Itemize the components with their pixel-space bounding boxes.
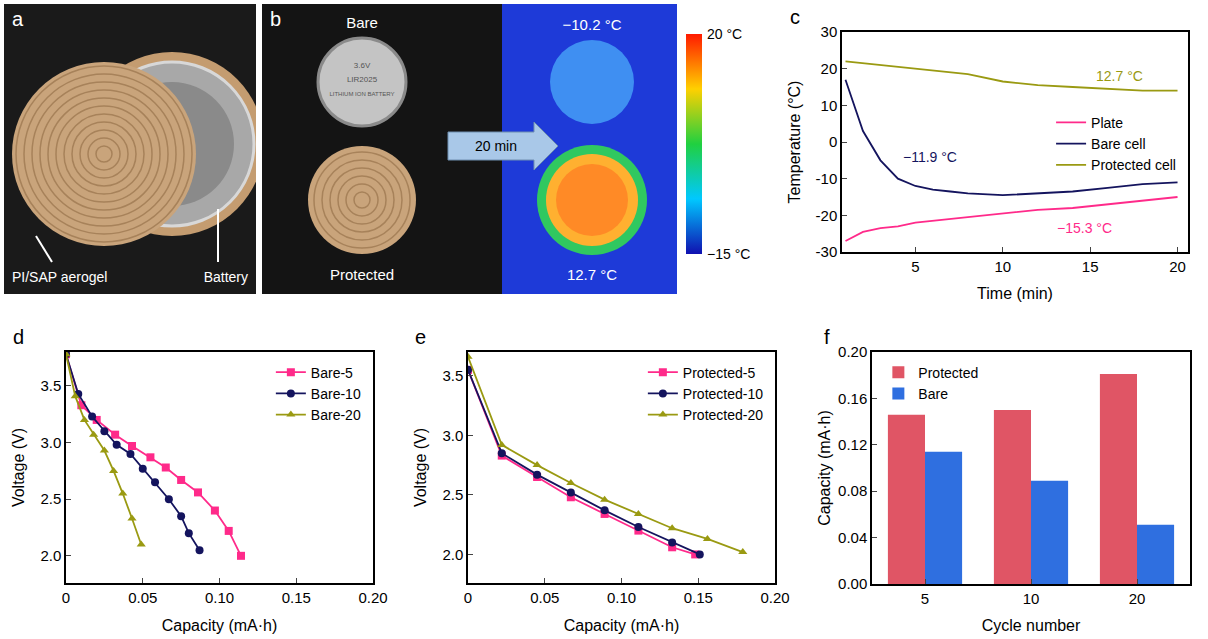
svg-text:12.7 °C: 12.7 °C	[567, 266, 617, 283]
svg-text:Bare cell: Bare cell	[1091, 136, 1145, 152]
svg-text:2.5: 2.5	[442, 486, 463, 503]
svg-text:Voltage (V): Voltage (V)	[10, 428, 27, 507]
svg-text:Protected: Protected	[918, 365, 978, 381]
svg-text:PI/SAP aerogel: PI/SAP aerogel	[12, 269, 107, 285]
svg-text:20: 20	[821, 60, 838, 77]
svg-text:2.5: 2.5	[40, 490, 61, 507]
svg-text:20: 20	[1129, 590, 1146, 607]
svg-text:Capacity (mA·h): Capacity (mA·h)	[564, 617, 680, 634]
svg-text:3.0: 3.0	[442, 427, 463, 444]
svg-text:0: 0	[464, 589, 472, 606]
svg-text:10: 10	[1023, 590, 1040, 607]
svg-text:5: 5	[911, 258, 919, 275]
svg-text:0.00: 0.00	[838, 575, 867, 592]
svg-text:f: f	[824, 326, 830, 348]
svg-text:c: c	[790, 6, 800, 28]
svg-text:Protected cell: Protected cell	[1091, 157, 1176, 173]
svg-text:Battery: Battery	[204, 269, 248, 285]
svg-text:2.0: 2.0	[40, 547, 61, 564]
svg-text:−10.2 °C: −10.2 °C	[563, 16, 622, 33]
svg-text:20 °C: 20 °C	[707, 26, 742, 42]
svg-text:Protected-10: Protected-10	[683, 386, 763, 402]
svg-text:0.10: 0.10	[607, 589, 636, 606]
svg-text:20: 20	[1169, 258, 1186, 275]
svg-text:3.5: 3.5	[442, 367, 463, 384]
svg-text:e: e	[415, 326, 426, 348]
svg-text:2.0: 2.0	[442, 546, 463, 563]
svg-text:30: 30	[821, 23, 838, 40]
svg-text:Protected-20: Protected-20	[683, 407, 763, 423]
svg-text:0.10: 0.10	[205, 589, 234, 606]
svg-text:0: 0	[829, 133, 837, 150]
svg-text:10: 10	[994, 258, 1011, 275]
svg-text:Bare-5: Bare-5	[311, 365, 353, 381]
svg-text:0.15: 0.15	[684, 589, 713, 606]
svg-text:15: 15	[1082, 258, 1099, 275]
svg-text:0.16: 0.16	[838, 390, 867, 407]
svg-text:-10: -10	[816, 170, 838, 187]
svg-text:Bare: Bare	[346, 14, 378, 31]
svg-text:3.5: 3.5	[40, 377, 61, 394]
svg-text:0.20: 0.20	[838, 343, 867, 360]
svg-text:LITHIUM ION BATTERY: LITHIUM ION BATTERY	[329, 91, 394, 97]
svg-text:d: d	[13, 326, 24, 348]
svg-text:Protected: Protected	[330, 266, 394, 283]
svg-text:0.20: 0.20	[760, 589, 789, 606]
svg-text:Protected-5: Protected-5	[683, 365, 756, 381]
svg-text:3.0: 3.0	[40, 434, 61, 451]
svg-text:Cycle number: Cycle number	[982, 617, 1081, 634]
svg-text:0.20: 0.20	[358, 589, 387, 606]
svg-text:0: 0	[62, 589, 70, 606]
svg-text:Bare-10: Bare-10	[311, 386, 361, 402]
svg-text:0.12: 0.12	[838, 436, 867, 453]
svg-text:0.05: 0.05	[530, 589, 559, 606]
svg-text:Temperature (°C): Temperature (°C)	[786, 81, 803, 204]
svg-text:Bare: Bare	[918, 386, 948, 402]
svg-text:Time (min): Time (min)	[977, 285, 1053, 302]
svg-text:12.7 °C: 12.7 °C	[1096, 68, 1143, 84]
svg-text:0.04: 0.04	[838, 529, 867, 546]
svg-text:b: b	[270, 8, 281, 30]
svg-text:-20: -20	[816, 207, 838, 224]
svg-text:20 min: 20 min	[475, 138, 517, 154]
svg-text:LIR2025: LIR2025	[347, 75, 378, 84]
svg-text:Voltage (V): Voltage (V)	[412, 428, 429, 507]
svg-text:0.05: 0.05	[128, 589, 157, 606]
svg-text:3.6V: 3.6V	[354, 61, 371, 70]
svg-text:0.15: 0.15	[282, 589, 311, 606]
svg-text:10: 10	[821, 97, 838, 114]
svg-text:Bare-20: Bare-20	[311, 407, 361, 423]
svg-text:−15 °C: −15 °C	[707, 246, 750, 262]
svg-text:-30: -30	[816, 243, 838, 260]
svg-text:a: a	[12, 8, 24, 30]
svg-text:0.08: 0.08	[838, 482, 867, 499]
svg-text:Capacity (mA·h): Capacity (mA·h)	[162, 617, 278, 634]
svg-text:5: 5	[921, 590, 929, 607]
svg-text:−15.3 °C: −15.3 °C	[1057, 220, 1112, 236]
svg-text:−11.9 °C: −11.9 °C	[903, 149, 957, 165]
svg-text:Plate: Plate	[1091, 115, 1123, 131]
svg-text:Capacity (mA·h): Capacity (mA·h)	[816, 410, 833, 526]
